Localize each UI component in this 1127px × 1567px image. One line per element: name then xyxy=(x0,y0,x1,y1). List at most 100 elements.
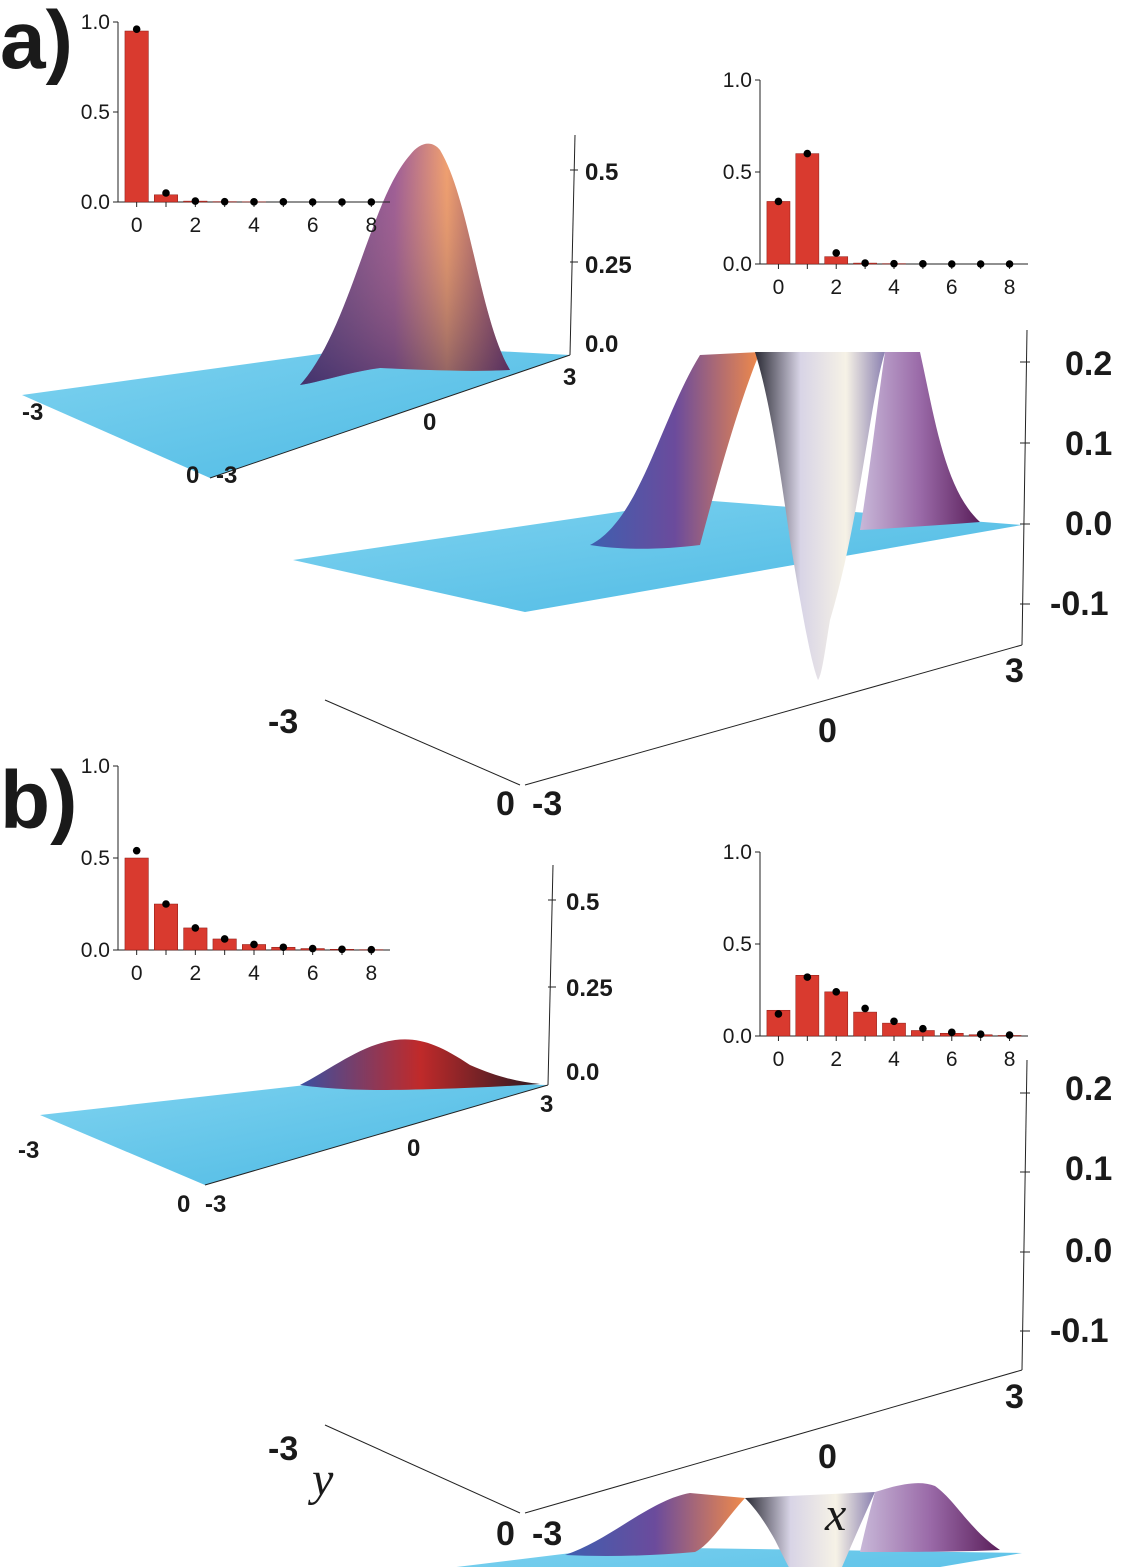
inset-point xyxy=(338,198,346,206)
inset-bar xyxy=(824,256,849,265)
surface-b-small-x-axis xyxy=(204,1084,549,1186)
inset-point xyxy=(919,1024,927,1033)
inset-x-tick-label: 2 xyxy=(189,962,201,985)
surface-b-large-y-axis xyxy=(324,1424,521,1514)
inset-point xyxy=(162,189,170,197)
inset-point xyxy=(774,1010,783,1018)
inset-point xyxy=(308,198,317,206)
surface-a-large-x-axis xyxy=(524,644,1023,786)
inset-x-tick-label: 0 xyxy=(131,962,143,985)
inset-x-tick-label: 8 xyxy=(1004,1048,1016,1071)
surface-a-small-y-tick-label: -3 xyxy=(22,399,43,426)
surface-b-large-z-tick-label: 0.1 xyxy=(1065,1150,1112,1188)
inset-y-tick-label: 1.0 xyxy=(723,841,752,864)
inset-y-tick-label: 0.5 xyxy=(81,847,110,870)
surface-a-large-x-tick-label: 3 xyxy=(1005,652,1024,690)
inset-x-tick-label: 6 xyxy=(307,962,319,985)
surface-b-small-x-tick-label: 3 xyxy=(540,1091,553,1118)
surface-b-small-hump xyxy=(300,1039,540,1090)
inset-point xyxy=(279,943,288,952)
surface-a-small-y-tick-label: 0 xyxy=(186,462,199,489)
inset-y-tick-label: 1.0 xyxy=(723,69,752,92)
inset-x-tick-label: 4 xyxy=(248,962,260,985)
inset-point xyxy=(367,945,376,954)
inset-x-tick-label: 6 xyxy=(946,1048,958,1071)
inset-point xyxy=(132,25,141,33)
surface-a-small-z-tick-label: 0.5 xyxy=(585,159,618,186)
panel-a: a) 0.5 0.25 0.0 3 0 -3 0 -3 0.0 0.5 1.0 0 2 4… xyxy=(0,0,1112,823)
surface-b-small-floor xyxy=(40,1080,548,1185)
inset-point xyxy=(162,900,170,908)
inset-y-tick-label: 0.5 xyxy=(81,101,110,124)
surface-a-large-x-tick-label: -3 xyxy=(532,785,562,823)
inset-point xyxy=(338,945,346,954)
surface-a-large: 0.2 0.1 0.0 -0.1 3 0 -3 0 -3 xyxy=(268,329,1112,823)
surface-a-small-z-axis xyxy=(569,134,576,356)
inset-bar xyxy=(154,903,178,951)
surface-a-small-x-axis xyxy=(209,354,571,479)
inset-x-tick-label: 2 xyxy=(189,214,201,237)
surface-a-large-z-tick-label: 0.1 xyxy=(1065,425,1112,463)
surface-a-large-ridge-left xyxy=(590,352,760,549)
surface-b-large-z-tick-label: 0.0 xyxy=(1065,1232,1112,1270)
inset-y-tick-label: 1.0 xyxy=(81,755,110,778)
inset-bar xyxy=(124,30,149,203)
inset-y-tick-label: 0.0 xyxy=(723,253,752,276)
inset-x-tick-label: 0 xyxy=(773,276,785,299)
surface-b-large-dip xyxy=(745,1492,875,1567)
x-axis-name: x xyxy=(824,1488,846,1541)
inset-x-tick-label: 0 xyxy=(773,1048,785,1071)
inset-x-tick-label: 6 xyxy=(307,214,319,237)
inset-point xyxy=(250,198,258,206)
surface-a-small-z-tick-label: 0.25 xyxy=(585,252,632,279)
inset-x-tick-label: 0 xyxy=(131,214,143,237)
surface-b-large-y-tick-label: 0 xyxy=(496,1515,515,1553)
inset-x-tick-label: 6 xyxy=(946,276,958,299)
surface-b-small-z-tick-label: 0.5 xyxy=(566,889,599,916)
inset-x-tick-label: 2 xyxy=(830,276,842,299)
inset-point xyxy=(803,149,812,158)
surface-a-large-y-tick-label: -3 xyxy=(268,703,298,741)
inset-point xyxy=(220,197,229,206)
surface-a-large-y-axis xyxy=(324,699,521,786)
inset-x-tick-label: 2 xyxy=(830,1048,842,1071)
inset-x-tick-label: 8 xyxy=(365,214,377,237)
inset-point xyxy=(132,846,141,855)
inset-y-tick-label: 1.0 xyxy=(81,11,110,34)
panel-b: b) 0.5 0.25 0.0 3 0 -3 0 -3 0.0 0.5 1.0 0 2 4… xyxy=(0,755,1112,1567)
inset-point xyxy=(367,198,376,206)
inset-point xyxy=(832,249,841,257)
surface-b-large-x-axis xyxy=(524,1369,1023,1514)
surface-a-large-z-tick-label: 0.0 xyxy=(1065,505,1112,543)
inset-point xyxy=(832,988,841,996)
inset-point xyxy=(890,259,898,268)
surface-a-large-x-tick-label: 0 xyxy=(818,712,837,750)
surface-a-large-z-tick-label: 0.2 xyxy=(1065,345,1112,383)
bar-inset-a-left: 0.0 0.5 1.0 0 2 4 6 8 xyxy=(81,11,390,237)
surface-b-large-z-tick-label: -0.1 xyxy=(1050,1312,1109,1350)
surface-a-small-peak-shade xyxy=(300,143,510,385)
surface-a-small-floor xyxy=(22,345,570,478)
inset-point xyxy=(1005,1031,1014,1039)
surface-a-large-z-axis xyxy=(1021,329,1028,646)
surface-b-large-x-tick-label: 0 xyxy=(818,1438,837,1476)
inset-x-tick-label: 4 xyxy=(888,276,900,299)
surface-a-large-z-tick-label: -0.1 xyxy=(1050,585,1109,623)
bar-inset-a-right: 0.0 0.5 1.0 0 2 4 6 8 xyxy=(723,69,1028,299)
surface-b-large-ridge xyxy=(565,1493,745,1556)
inset-point xyxy=(919,260,927,268)
inset-point xyxy=(191,197,200,205)
inset-point xyxy=(976,1030,985,1038)
inset-bar xyxy=(766,201,791,265)
surface-b-small-z-tick-label: 0.25 xyxy=(566,975,613,1002)
inset-y-tick-label: 0.0 xyxy=(81,191,110,214)
surface-b-small-z-tick-label: 0.0 xyxy=(566,1059,599,1086)
inset-y-tick-label: 0.5 xyxy=(723,933,752,956)
inset-bar xyxy=(853,1011,877,1037)
inset-point xyxy=(250,940,258,949)
inset-point xyxy=(279,198,288,206)
surface-a-large-dip xyxy=(755,352,885,680)
bar-inset-b-right: 0.0 0.5 1.0 0 2 4 6 8 xyxy=(723,841,1028,1071)
surface-b-small-y-tick-label: 0 xyxy=(177,1191,190,1218)
